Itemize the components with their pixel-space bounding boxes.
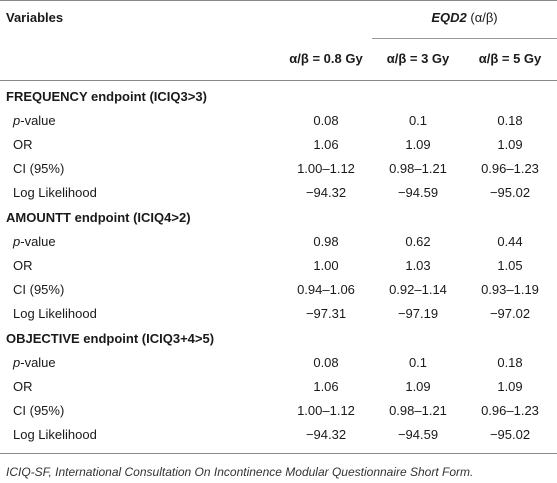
- value-cell: 1.09: [497, 137, 523, 152]
- row-label: OR: [13, 379, 33, 395]
- row-label-text: OR: [13, 258, 33, 273]
- row-label-text: Log Likelihood: [13, 427, 97, 442]
- value-cell: 1.00–1.12: [297, 161, 355, 176]
- value-cell: −94.59: [397, 427, 439, 442]
- value-cell: −94.59: [397, 185, 439, 200]
- table-top-rule: [0, 0, 557, 1]
- row-label: CI (95%): [13, 282, 64, 298]
- row-label: p-value: [13, 355, 56, 371]
- row-label-text: -value: [20, 234, 56, 249]
- row-label: CI (95%): [13, 403, 64, 419]
- column-header-3gy: α/β = 3 Gy: [386, 51, 450, 66]
- value-cell: 0.1: [408, 355, 428, 370]
- section-title: AMOUNTT endpoint (ICIQ4>2): [6, 210, 191, 225]
- value-cell: −94.32: [305, 427, 347, 442]
- row-label: Log Likelihood: [13, 306, 97, 322]
- row-label-text: CI (95%): [13, 161, 65, 176]
- variables-header: Variables: [6, 10, 64, 25]
- row-label-text: -value: [20, 113, 56, 128]
- row-label-text: Log Likelihood: [13, 306, 97, 321]
- row-label: CI (95%): [13, 161, 64, 177]
- row-label-text: CI (95%): [13, 403, 65, 418]
- group-header-rule: [372, 38, 557, 39]
- row-label-text: CI (95%): [13, 282, 65, 297]
- row-label: OR: [13, 258, 33, 274]
- value-cell: −94.32: [305, 185, 347, 200]
- value-cell: −95.02: [489, 185, 531, 200]
- column-header-5gy: α/β = 5 Gy: [478, 51, 542, 66]
- row-label-italic-prefix: p: [13, 234, 21, 249]
- value-cell: −95.02: [489, 427, 531, 442]
- eqd2-group-header: EQD2 (α/β): [372, 10, 557, 26]
- row-label-italic-prefix: p: [13, 113, 21, 128]
- row-label: Log Likelihood: [13, 427, 97, 443]
- section-title: OBJECTIVE endpoint (ICIQ3+4>5): [6, 331, 215, 346]
- value-cell: 1.09: [405, 137, 431, 152]
- value-cell: 1.09: [405, 379, 431, 394]
- value-cell: −97.19: [397, 306, 439, 321]
- value-cell: 0.18: [497, 355, 523, 370]
- value-cell: 0.18: [497, 113, 523, 128]
- value-cell: 0.98–1.21: [389, 161, 447, 176]
- value-cell: 0.08: [313, 355, 339, 370]
- value-cell: 0.98–1.21: [389, 403, 447, 418]
- row-label-italic-prefix: p: [13, 355, 21, 370]
- row-label: Log Likelihood: [13, 185, 97, 201]
- row-label: p-value: [13, 113, 56, 129]
- value-cell: 0.96–1.23: [481, 161, 539, 176]
- header-bottom-rule: [0, 80, 557, 81]
- value-cell: 1.06: [313, 379, 339, 394]
- value-cell: 0.62: [405, 234, 431, 249]
- value-cell: 1.09: [497, 379, 523, 394]
- value-cell: 0.98: [313, 234, 339, 249]
- value-cell: 0.93–1.19: [481, 282, 539, 297]
- column-header-0-8gy: α/β = 0.8 Gy: [289, 51, 363, 66]
- value-cell: −97.02: [489, 306, 531, 321]
- value-cell: 1.00–1.12: [297, 403, 355, 418]
- value-cell: 1.05: [497, 258, 523, 273]
- value-cell: 0.92–1.14: [389, 282, 447, 297]
- table-bottom-rule: [0, 453, 557, 454]
- value-cell: 1.03: [405, 258, 431, 273]
- value-cell: −97.31: [305, 306, 347, 321]
- table-footnote: ICIQ-SF, International Consultation On I…: [6, 465, 474, 479]
- row-label-text: OR: [13, 379, 33, 394]
- value-cell: 1.06: [313, 137, 339, 152]
- section-title: FREQUENCY endpoint (ICIQ3>3): [6, 89, 207, 104]
- row-label-text: OR: [13, 137, 33, 152]
- value-cell: 0.94–1.06: [297, 282, 355, 297]
- value-cell: 1.00: [313, 258, 339, 273]
- row-label-text: Log Likelihood: [13, 185, 97, 200]
- row-label: p-value: [13, 234, 56, 250]
- eqd2-suffix: (α/β): [470, 10, 498, 25]
- eqd2-title: EQD2: [431, 10, 467, 25]
- row-label-text: -value: [20, 355, 56, 370]
- value-cell: 0.96–1.23: [481, 403, 539, 418]
- value-cell: 0.1: [408, 113, 428, 128]
- value-cell: 0.08: [313, 113, 339, 128]
- row-label: OR: [13, 137, 33, 153]
- value-cell: 0.44: [497, 234, 523, 249]
